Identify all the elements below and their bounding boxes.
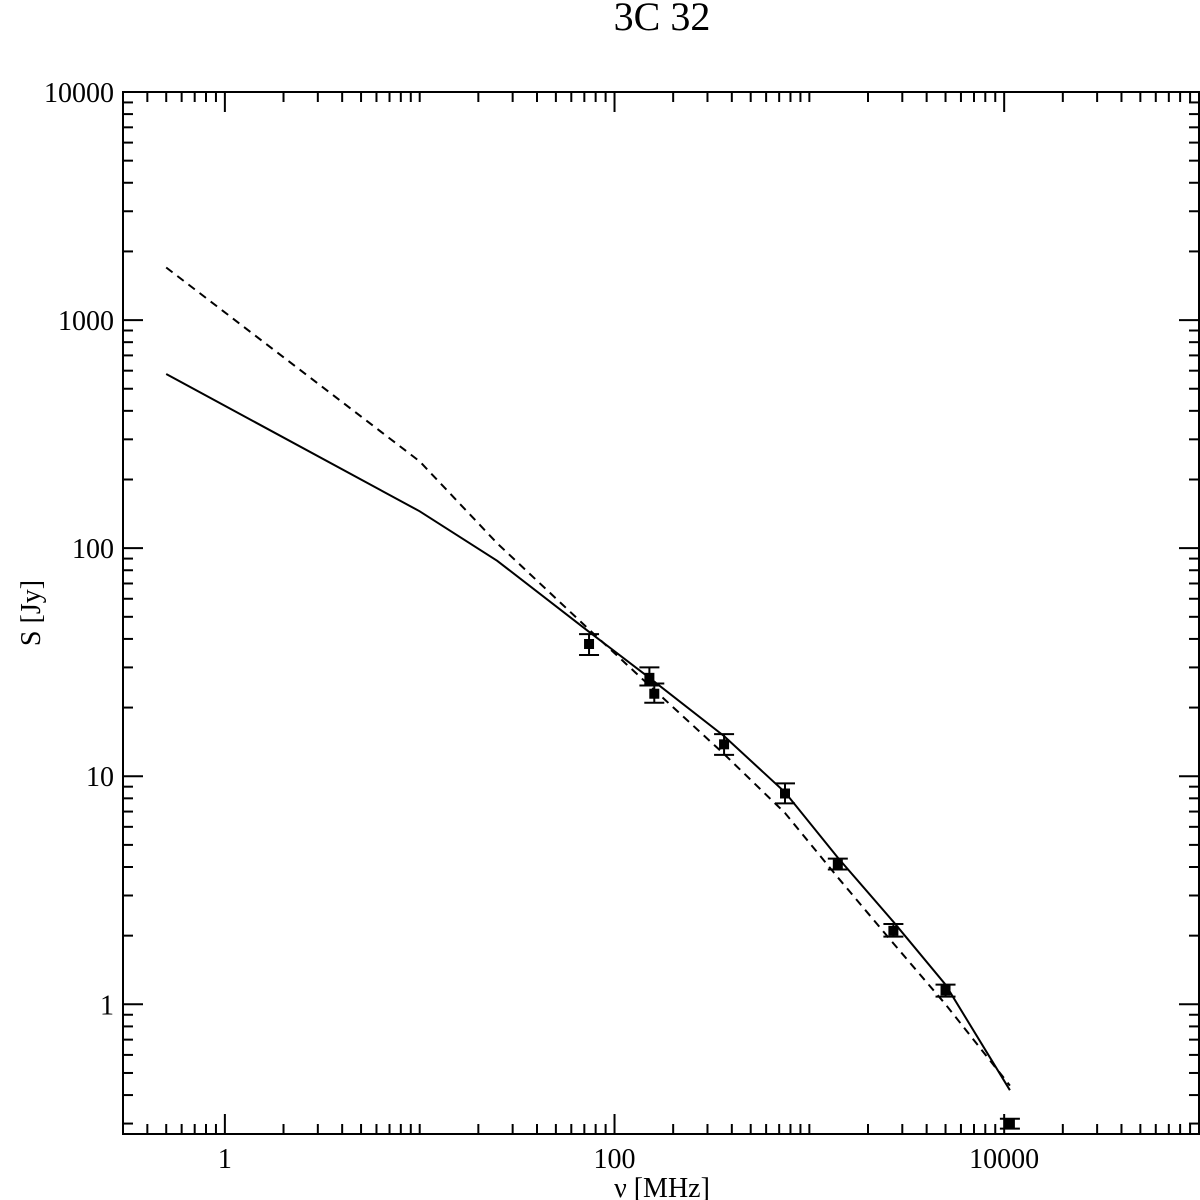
- x-tick-label: 10000: [969, 1144, 1039, 1175]
- data-point: [644, 672, 655, 683]
- x-tick-label: 1: [218, 1144, 232, 1175]
- data-point: [940, 985, 951, 996]
- solid-model-line: [165, 373, 1011, 1091]
- lines-layer: [165, 266, 1011, 1091]
- plot-frame: [122, 91, 1200, 1135]
- y-axis-label: S [Jy]: [16, 580, 47, 646]
- data-point: [1004, 1118, 1015, 1129]
- data-point: [719, 739, 730, 750]
- data-point: [584, 638, 595, 649]
- chart-title: 3C 32: [614, 0, 711, 39]
- x-tick-label: 100: [594, 1144, 636, 1175]
- ticks-layer: [122, 91, 1199, 1134]
- data-point: [780, 788, 791, 799]
- y-tick-label: 10000: [44, 78, 114, 109]
- data-point: [832, 859, 843, 870]
- y-tick-label: 10: [86, 762, 114, 793]
- dashed-model-line: [165, 266, 1011, 1087]
- labels-layer: 1 100 10000 1 10 100 1000 10000: [44, 78, 1039, 1175]
- data-point: [888, 925, 899, 936]
- x-axis-label: ν [MHz]: [614, 1173, 710, 1200]
- y-tick-label: 1000: [58, 306, 114, 337]
- y-tick-label: 1: [100, 990, 114, 1021]
- y-tick-label: 100: [72, 534, 114, 565]
- points-layer: [579, 633, 1020, 1130]
- data-point: [649, 688, 660, 699]
